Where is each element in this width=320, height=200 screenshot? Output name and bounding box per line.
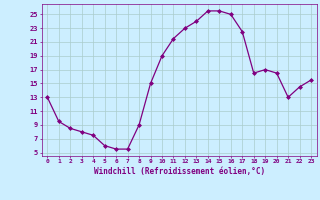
X-axis label: Windchill (Refroidissement éolien,°C): Windchill (Refroidissement éolien,°C) — [94, 167, 265, 176]
